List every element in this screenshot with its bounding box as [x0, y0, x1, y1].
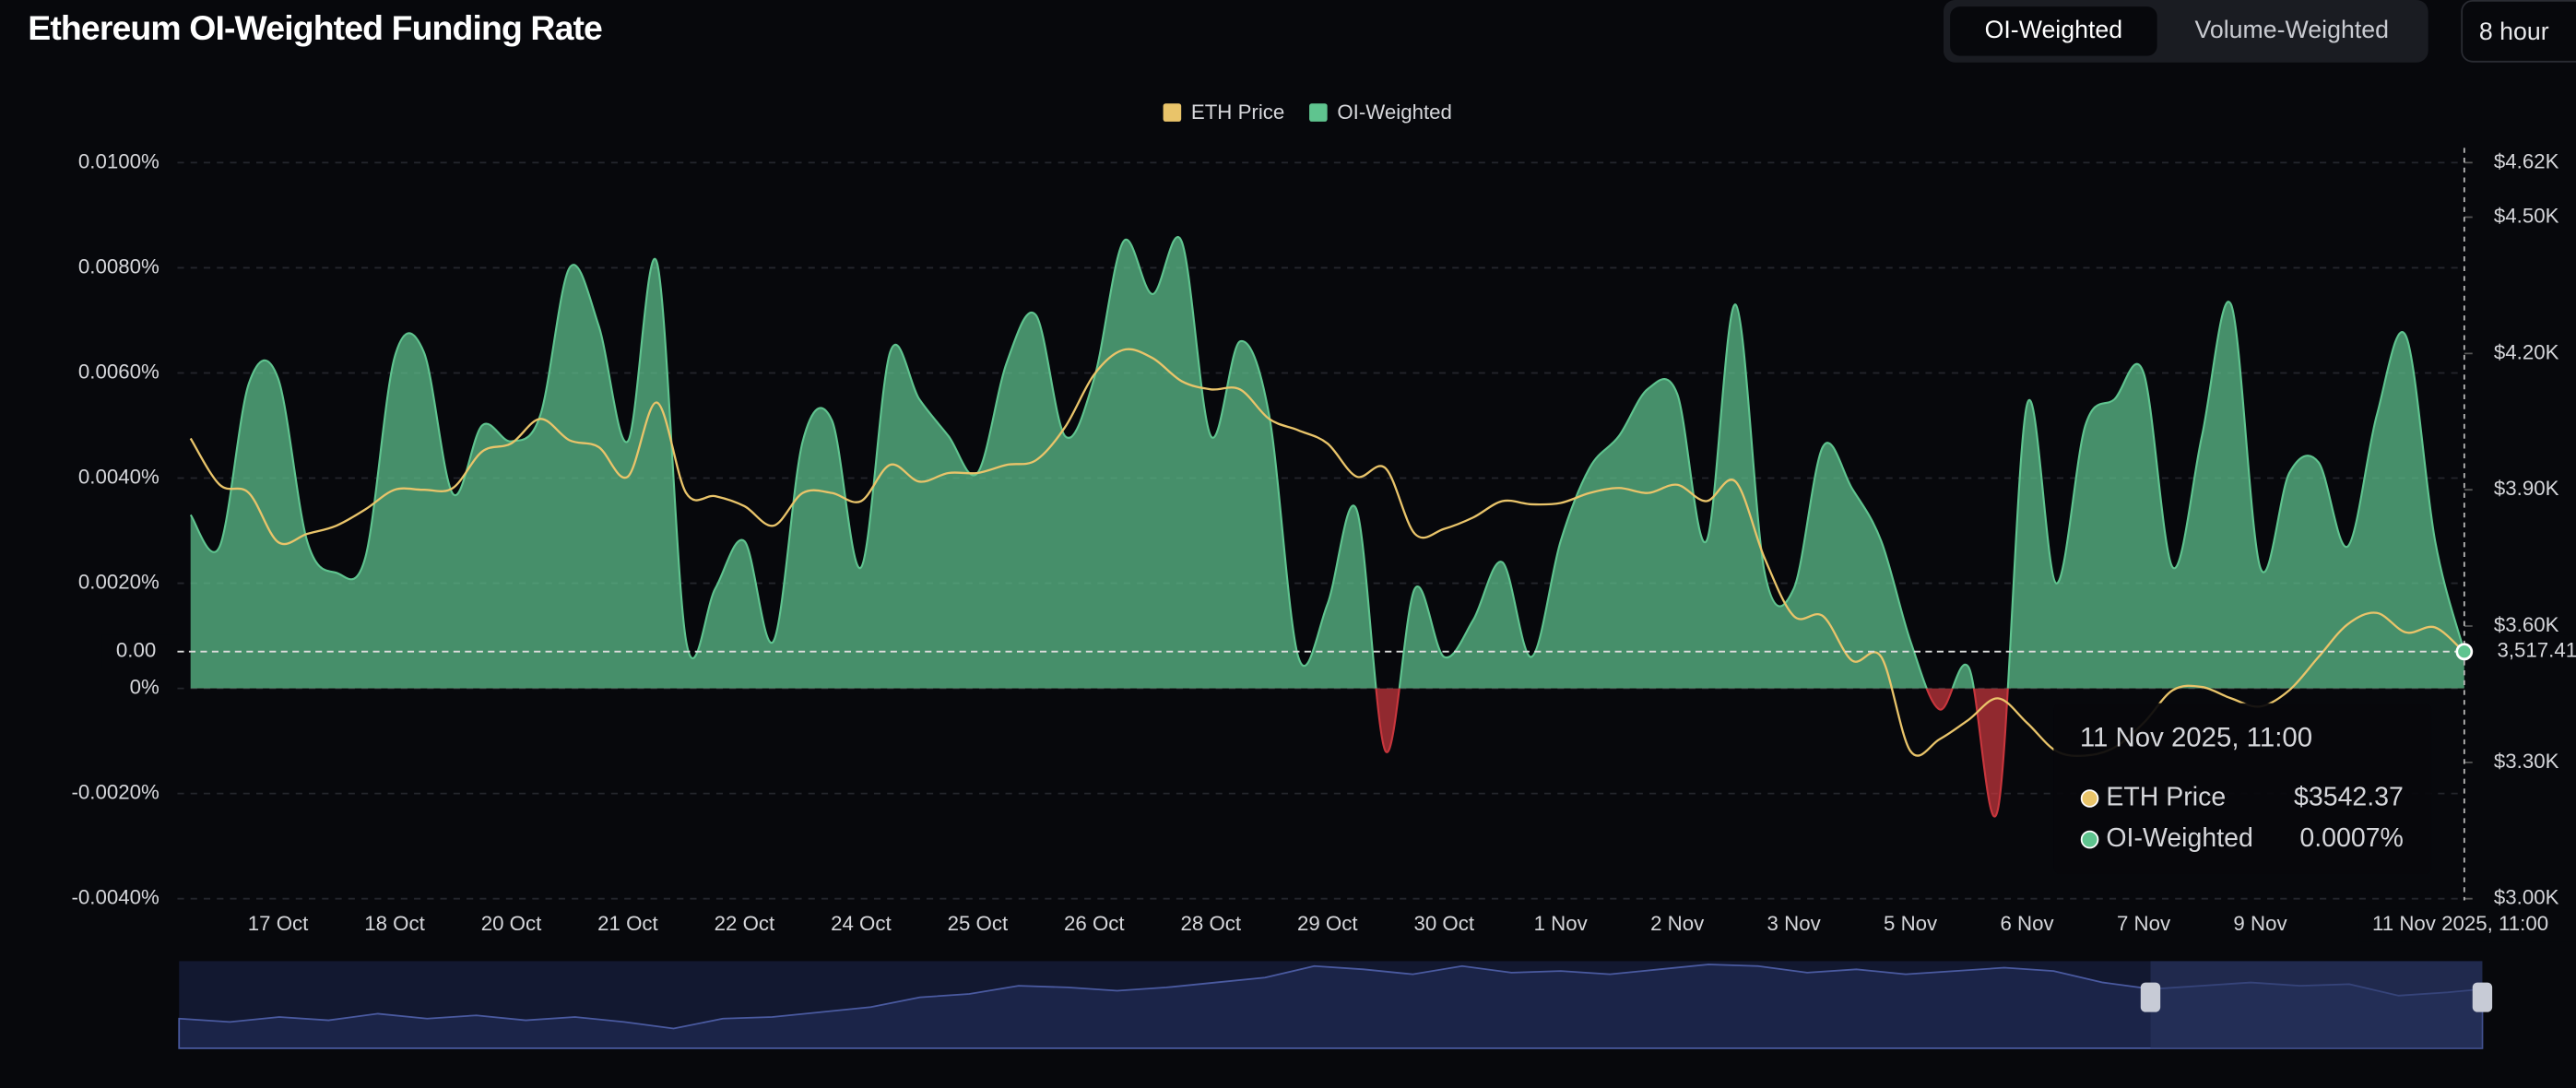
crosshair-right-label: 3,517.41 [2497, 639, 2576, 662]
crosshair-left-label: 0.00 [116, 639, 156, 662]
crosshair-x-label: 11 Nov 2025, 11:00 [2372, 912, 2548, 935]
navigator-handle[interactable] [2472, 982, 2493, 1012]
y2-tick-label: $3.60K [2494, 613, 2559, 636]
tooltip-dot [2080, 789, 2099, 808]
tab-group: OI-Weighted Volume-Weighted [1943, 0, 2428, 63]
x-tick-label: 7 Nov [2117, 912, 2171, 935]
x-tick-label: 25 Oct [948, 912, 1009, 935]
navigator-handle[interactable] [2140, 982, 2161, 1012]
y-tick-label: -0.0040% [72, 886, 160, 909]
x-tick-label: 5 Nov [1884, 912, 1938, 935]
y2-tick-label: $4.50K [2494, 204, 2559, 227]
area-positive-edge [189, 236, 2465, 689]
x-tick-label: 17 Oct [248, 912, 309, 935]
tooltip-value: 0.0007% [2299, 823, 2404, 853]
y-tick-label: 0.0060% [78, 360, 160, 383]
x-tick-label: 9 Nov [2233, 912, 2287, 935]
x-tick-label: 21 Oct [597, 912, 658, 935]
y2-tick-label: $3.30K [2494, 750, 2559, 773]
y2-tick-label: $4.20K [2494, 340, 2559, 363]
tab[interactable]: Volume-Weighted [2194, 16, 2389, 45]
x-tick-label: 29 Oct [1297, 912, 1358, 935]
y-tick-label: 0.0080% [78, 254, 160, 278]
crosshair-label-bg [2477, 634, 2576, 668]
legend-label: ETH Price [1191, 101, 1284, 124]
oi-marker [2455, 643, 2474, 661]
y-tick-label: 0.0100% [78, 149, 160, 172]
tooltip-label: ETH Price [2106, 783, 2226, 812]
x-tick-label: 26 Oct [1064, 912, 1125, 935]
y-tick-label: -0.0020% [72, 781, 160, 804]
y2-tick-label: $4.62K [2494, 149, 2559, 172]
legend-label: OI-Weighted [1337, 101, 1452, 124]
legend-swatch [1163, 103, 1182, 122]
y-tick-label: 0.0020% [78, 570, 160, 593]
page-title: Ethereum OI-Weighted Funding Rate [28, 9, 603, 48]
x-tick-label: 30 Oct [1413, 912, 1474, 935]
y-tick-label: 0.0040% [78, 465, 160, 488]
tooltip-dot [2080, 830, 2099, 849]
area-positive [190, 237, 2464, 689]
tooltip-value: $3542.37 [2294, 783, 2404, 812]
navigator [178, 961, 2493, 1049]
x-tick-label: 24 Oct [831, 912, 892, 935]
tooltip: 11 Nov 2025, 11:00 ETH Price $3542.37 OI-We… [2053, 703, 2432, 874]
x-tick-label: 1 Nov [1534, 912, 1589, 935]
y2-tick-label: $3.00K [2494, 886, 2559, 909]
x-tick-label: 22 Oct [715, 912, 775, 935]
x-tick-label: 20 Oct [481, 912, 542, 935]
navigator-selection[interactable] [2150, 961, 2483, 1048]
legend-swatch [1309, 103, 1328, 122]
x-tick-label: 28 Oct [1181, 912, 1242, 935]
tooltip-label: OI-Weighted [2106, 823, 2252, 853]
x-tick-label: 2 Nov [1650, 912, 1705, 935]
y-tick-label: 0% [130, 676, 160, 699]
x-tick-label: 3 Nov [1767, 912, 1822, 935]
crosshair-label-bg [101, 634, 171, 668]
tooltip-date: 11 Nov 2025, 11:00 [2080, 723, 2312, 753]
y2-tick-label: $3.90K [2494, 477, 2559, 500]
x-tick-label: 18 Oct [364, 912, 425, 935]
interval-select[interactable]: 8 hour [2461, 0, 2576, 63]
tooltip-bg [2053, 703, 2432, 874]
crosshair-x-label-bg [2358, 908, 2576, 942]
x-tick-label: 6 Nov [2000, 912, 2054, 935]
tab[interactable]: OI-Weighted [1950, 6, 2157, 56]
